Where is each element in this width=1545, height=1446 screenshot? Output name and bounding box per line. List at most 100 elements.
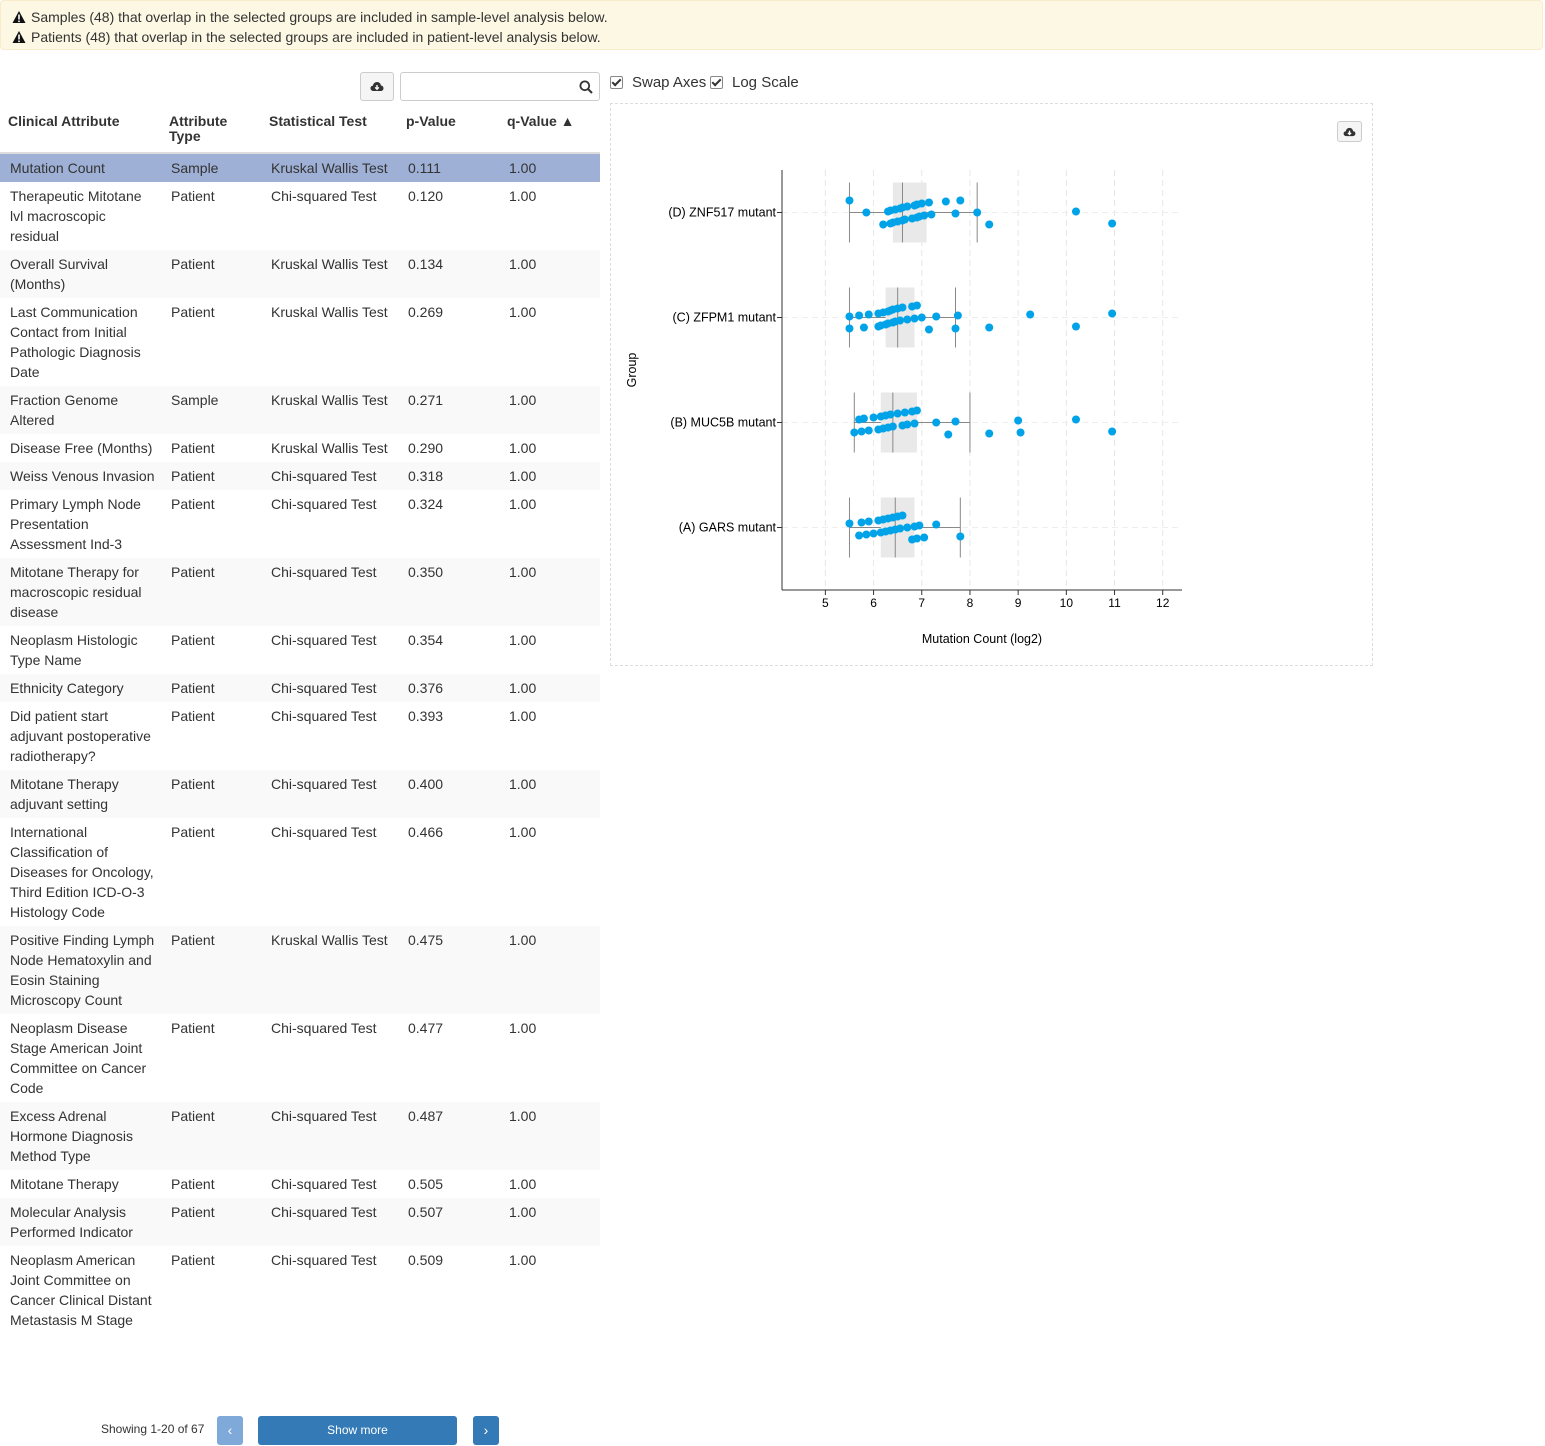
- data-point: [1071, 207, 1080, 216]
- table-row[interactable]: Ethnicity Category Patient Chi-squared Tes…: [0, 674, 600, 702]
- cell-p-value: 0.290: [408, 440, 444, 456]
- data-point: [898, 511, 907, 520]
- data-point: [944, 430, 953, 439]
- cell-type: Patient: [161, 250, 261, 298]
- table-row[interactable]: Mutation Count Sample Kruskal Wallis Test 0…: [0, 153, 600, 182]
- cloud-download-icon: [1343, 127, 1356, 136]
- cell-q-value: 1.00: [509, 440, 537, 456]
- plot-download-button[interactable]: [1337, 121, 1362, 142]
- data-point: [903, 202, 912, 211]
- data-point: [864, 517, 873, 526]
- x-tick-label: 10: [1060, 596, 1074, 610]
- group-label: (A) GARS mutant: [679, 521, 777, 535]
- cell-q-value: 1.00: [509, 496, 537, 512]
- cell-p-value: 0.134: [398, 250, 499, 298]
- data-point: [1026, 310, 1035, 319]
- cell-type: Patient: [161, 674, 261, 702]
- warning-icon: [12, 11, 26, 23]
- log-scale-option[interactable]: Log Scale: [710, 74, 799, 91]
- cell-p-value: 0.120: [408, 188, 444, 204]
- data-point: [903, 523, 912, 532]
- data-point: [900, 408, 909, 417]
- cell-p-value: 0.477: [408, 1020, 444, 1036]
- cell-q-value: 1.00: [499, 462, 600, 490]
- data-point: [920, 533, 929, 542]
- x-tick-label: 8: [967, 596, 974, 610]
- table-row[interactable]: Last Communication Contact from Initial …: [0, 298, 600, 386]
- cell-q-value: 1.00: [499, 926, 600, 1014]
- log-scale-checkbox[interactable]: [710, 76, 723, 89]
- col-statistical-test[interactable]: Statistical Test: [261, 110, 398, 154]
- col-p-value[interactable]: p-Value: [398, 110, 499, 154]
- data-point: [917, 199, 926, 208]
- cell-q-value: 1.00: [509, 708, 537, 724]
- prev-page-button[interactable]: ‹: [217, 1416, 243, 1445]
- cell-q-value: 1.00: [499, 770, 600, 818]
- table-row[interactable]: Mitotane Therapy adjuvant setting Patient…: [0, 770, 600, 818]
- overlap-alert: Samples (48) that overlap in the selecte…: [0, 0, 1543, 50]
- table-row[interactable]: Primary Lymph Node Presentation Assessme…: [0, 490, 600, 558]
- data-point: [859, 323, 868, 332]
- col-clinical-attribute[interactable]: Clinical Attribute: [0, 110, 161, 154]
- table-download-button[interactable]: [360, 72, 394, 101]
- cell-attribute: Mitotane Therapy for macroscopic residua…: [0, 558, 161, 626]
- next-page-button[interactable]: ›: [473, 1416, 499, 1445]
- swap-axes-option[interactable]: Swap Axes: [610, 74, 706, 91]
- search-icon[interactable]: [579, 80, 593, 94]
- data-point: [956, 532, 965, 541]
- cell-type: Patient: [171, 1020, 215, 1036]
- data-point: [912, 534, 921, 543]
- cell-test: Chi-squared Test: [271, 1252, 377, 1268]
- table-row[interactable]: Positive Finding Lymph Node Hematoxylin …: [0, 926, 600, 1014]
- data-point: [869, 529, 878, 538]
- table-row[interactable]: Neoplasm Histologic Type Name Patient Chi-…: [0, 626, 600, 674]
- cell-p-value: 0.376: [398, 674, 499, 702]
- search-input[interactable]: [407, 74, 581, 101]
- cell-type: Patient: [171, 708, 215, 724]
- cell-attribute: Neoplasm American Joint Committee on Can…: [10, 1252, 152, 1328]
- cell-q-value: 1.00: [509, 1252, 537, 1268]
- cell-p-value: 0.487: [398, 1102, 499, 1170]
- cell-type: Patient: [161, 770, 261, 818]
- table-row[interactable]: Therapeutic Mitotane lvl macroscopic res…: [0, 182, 600, 250]
- data-point: [973, 208, 982, 217]
- table-row[interactable]: International Classification of Diseases…: [0, 818, 600, 926]
- col-q-value[interactable]: q-Value ▲: [499, 110, 600, 154]
- table-row[interactable]: Disease Free (Months) Patient Kruskal Wall…: [0, 434, 600, 462]
- cell-test: Kruskal Wallis Test: [261, 153, 398, 182]
- data-point: [915, 521, 924, 530]
- data-point: [898, 303, 907, 312]
- table-search[interactable]: [400, 72, 600, 101]
- table-header: Clinical Attribute Attribute Type Statis…: [0, 110, 600, 154]
- alert-samples-text: Samples (48) that overlap in the selecte…: [31, 9, 608, 25]
- table-row[interactable]: Neoplasm American Joint Committee on Can…: [0, 1246, 600, 1334]
- data-point: [927, 210, 936, 219]
- table-row[interactable]: Mitotane Therapy Patient Chi-squared Test 0…: [0, 1170, 600, 1198]
- cell-q-value: 1.00: [509, 1176, 537, 1192]
- table-row[interactable]: Mitotane Therapy for macroscopic residua…: [0, 558, 600, 626]
- show-more-button[interactable]: Show more: [258, 1416, 457, 1445]
- cell-q-value: 1.00: [499, 1102, 600, 1170]
- plot-panel: [610, 103, 1373, 666]
- cell-p-value: 0.324: [408, 496, 444, 512]
- cell-q-value: 1.00: [509, 1020, 537, 1036]
- data-point: [864, 310, 873, 319]
- table-row[interactable]: Molecular Analysis Performed Indicator Pa…: [0, 1198, 600, 1246]
- table-row[interactable]: Weiss Venous Invasion Patient Chi-squared …: [0, 462, 600, 490]
- table-row[interactable]: Overall Survival (Months) Patient Kruskal …: [0, 250, 600, 298]
- cell-attribute: Mutation Count: [0, 153, 161, 182]
- table-row[interactable]: Excess Adrenal Hormone Diagnosis Method …: [0, 1102, 600, 1170]
- table-row[interactable]: Fraction Genome Altered Sample Kruskal Wal…: [0, 386, 600, 434]
- table-row[interactable]: Did patient start adjuvant postoperative…: [0, 702, 600, 770]
- col-attribute-type[interactable]: Attribute Type: [161, 110, 261, 154]
- cell-p-value: 0.269: [408, 304, 444, 320]
- cell-test: Chi-squared Test: [261, 674, 398, 702]
- data-point: [1016, 428, 1025, 437]
- cell-p-value: 0.466: [408, 824, 444, 840]
- swap-axes-checkbox[interactable]: [610, 76, 623, 89]
- cell-p-value: 0.271: [398, 386, 499, 434]
- data-point: [910, 419, 919, 428]
- clinical-attribute-table: Clinical Attribute Attribute Type Statis…: [0, 110, 600, 1334]
- table-row[interactable]: Neoplasm Disease Stage American Joint Co…: [0, 1014, 600, 1102]
- data-point: [857, 427, 866, 436]
